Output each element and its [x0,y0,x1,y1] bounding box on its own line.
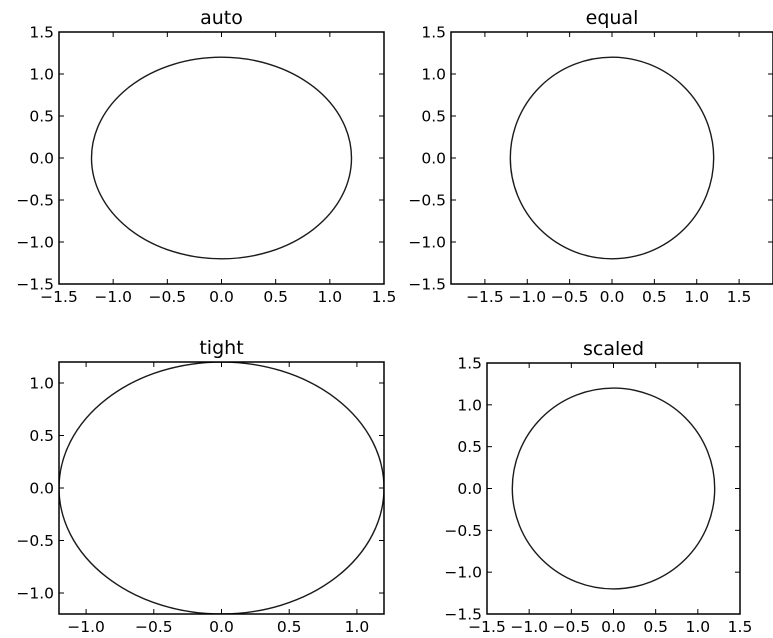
y-tick-label-equal: −0.5 [408,192,446,210]
x-tick-label-auto: −0.5 [149,288,187,306]
y-tick-label-equal: 0.5 [421,108,446,126]
y-tick-label-auto: −1.5 [16,276,54,294]
x-tick-label-tight: −1.0 [67,618,105,636]
x-tick-label-scaled: 0.5 [643,618,668,636]
x-tick-label-auto: 0.0 [209,288,234,306]
x-tick-label-tight: 0.0 [209,618,234,636]
x-tick-label-tight: 1.0 [345,618,370,636]
x-tick-label-scaled: −1.0 [510,618,548,636]
x-tick-label-auto: 0.5 [263,288,288,306]
panel-title-equal: equal [586,7,639,29]
subplot-grid: −1.5 −1.0 −0.5 0.0 0.5 1.0 1.5−1.5−1.0−0.50.00… [16,7,773,636]
x-tick-label-equal: 0.0 [600,288,625,306]
x-tick-label-auto: −1.0 [94,288,132,306]
y-tick-label-auto: 0.5 [29,108,54,126]
x-tick-label-equal: −1.5 [466,288,504,306]
circle-series-equal [509,56,715,260]
y-tick-label-tight: 0.0 [29,480,54,498]
circle-series-scaled [511,387,716,590]
y-tick-label-auto: 1.0 [29,66,54,84]
x-tick-label-tight: 0.5 [277,618,302,636]
x-tick-label-equal: 1.5 [727,288,752,306]
y-tick-label-equal: 0.0 [421,150,446,168]
x-tick-label-tight: −0.5 [135,618,173,636]
y-tick-label-scaled: −1.5 [444,606,482,624]
y-tick-label-scaled: 1.5 [457,355,482,373]
y-tick-label-equal: 1.5 [421,24,446,42]
x-tick-label-auto: 1.0 [318,288,343,306]
x-tick-label-auto: −1.5 [40,288,78,306]
y-tick-label-scaled: 1.0 [457,396,482,414]
panel-title-auto: auto [200,7,243,29]
y-tick-label-scaled: 0.0 [457,480,482,498]
x-tick-label-scaled: −1.5 [468,618,506,636]
subplot-auto: −1.5 −1.0 −0.5 0.0 0.5 1.0 1.5 −1.5 −1.0 −0.5 0.0 0… [16,7,396,306]
y-tick-label-tight: −1.0 [16,585,54,603]
y-tick-label-scaled: −0.5 [444,522,482,540]
x-tick-label-scaled: 0.0 [601,618,626,636]
subplot-tight: −1.0 −0.5 0.0 0.5 1.0 −1.0 −0.5 0.0 0.5 1.0 tight [16,337,385,636]
y-tick-label-auto: 0.0 [29,150,54,168]
x-tick-label-scaled: 1.5 [728,618,753,636]
x-tick-label-equal: −1.0 [508,288,546,306]
y-tick-label-auto: −0.5 [16,192,54,210]
y-tick-label-tight: −0.5 [16,532,54,550]
panel-title-scaled: scaled [583,338,644,360]
y-tick-label-scaled: −1.0 [444,564,482,582]
panel-title-tight: tight [199,337,243,359]
y-tick-label-equal: −1.5 [408,276,446,294]
subplot-equal: −1.5 −1.0 −0.5 0.0 0.5 1.0 1.5−1.5−1.0−0.50.00… [408,7,773,306]
x-tick-label-auto: 1.5 [372,288,397,306]
y-tick-label-scaled: 0.5 [457,438,482,456]
y-tick-label-tight: 0.5 [29,427,54,445]
y-tick-label-equal: −1.0 [408,234,446,252]
circle-series-auto [90,56,353,260]
x-tick-label-equal: 1.0 [684,288,709,306]
x-tick-label-scaled: −0.5 [553,618,591,636]
subplot-scaled: −1.5 −1.0 −0.5 0.0 0.5 1.0 1.5−1.5−1.0−0.50.00… [444,338,752,636]
y-tick-label-auto: −1.0 [16,234,54,252]
y-tick-label-equal: 1.0 [421,66,446,84]
x-tick-label-scaled: 1.0 [686,618,711,636]
y-tick-label-auto: 1.5 [29,24,54,42]
y-tick-label-tight: 1.0 [29,375,54,393]
x-tick-label-equal: 0.5 [642,288,667,306]
x-tick-label-equal: −0.5 [551,288,589,306]
